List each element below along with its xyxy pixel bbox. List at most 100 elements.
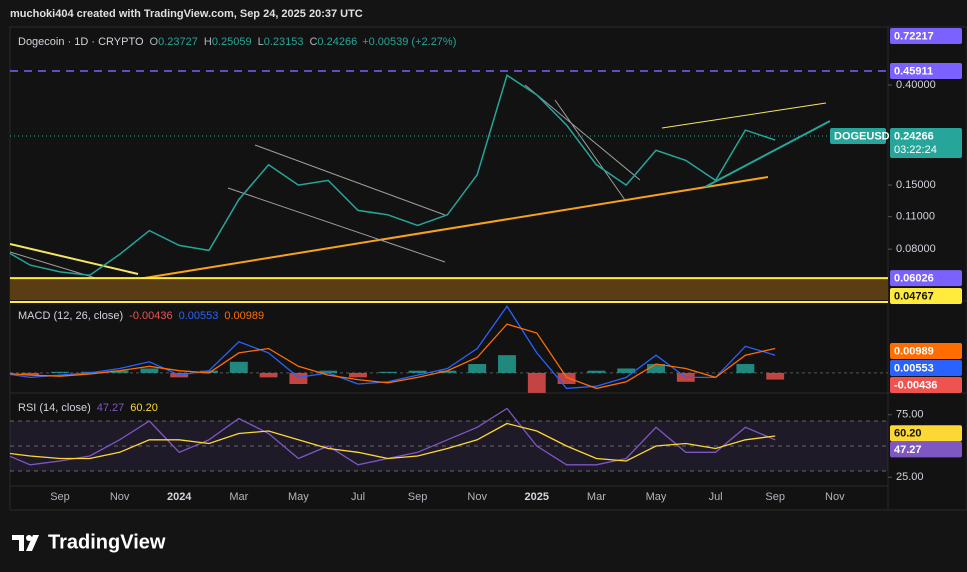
channel-line <box>524 84 641 181</box>
trend-line <box>94 176 769 287</box>
indicator-badge: 60.20 <box>894 428 922 440</box>
ohlc-value: 0.23727 <box>158 36 198 48</box>
indicator-value: -0.00436 <box>129 310 172 322</box>
histogram-bar <box>349 372 367 378</box>
histogram-bar <box>319 370 338 373</box>
chart-frame <box>9 26 967 511</box>
support-zone <box>10 278 888 300</box>
indicator-value: 47.27 <box>97 402 125 414</box>
ohlc-key: H <box>204 36 212 48</box>
price-line-series <box>10 74 776 276</box>
trend-line <box>10 243 139 275</box>
price-badge-bg <box>890 270 962 287</box>
histogram-bar <box>766 372 785 380</box>
x-tick-label: Nov <box>467 491 487 503</box>
symbol-title: Dogecoin · 1D · CRYPTO <box>18 36 144 48</box>
logo: TradingView <box>12 531 166 553</box>
ohlc-value: 0.24266 <box>317 36 357 48</box>
y-tick-label: 0.11000 <box>896 211 935 223</box>
plot-area <box>10 70 888 472</box>
symbol-badge: DOGEUSD <box>834 130 890 142</box>
x-tick-label: Nov <box>825 491 845 503</box>
x-tick-label: Mar <box>587 491 606 503</box>
y-tick-label: 25.00 <box>896 471 924 483</box>
legend: RSI (14, close) 47.27 60.20 <box>18 402 158 414</box>
x-tick-label: May <box>288 491 309 503</box>
indicator-badge: -0.00436 <box>894 379 937 391</box>
last-price-badge: 0.24266 <box>894 130 934 142</box>
histogram-bar <box>289 372 308 385</box>
ohlc-key: O <box>150 36 159 48</box>
indicator-value: 0.00553 <box>179 310 219 322</box>
symbol-badge-bg <box>830 127 886 144</box>
brand: TradingView <box>48 531 166 553</box>
y-tick-label: 0.08000 <box>896 243 936 255</box>
price-badge: 0.04767 <box>894 290 934 302</box>
y-tick-label: 75.00 <box>896 409 924 421</box>
indicator-line <box>10 305 776 390</box>
y-tick-label: 0.15000 <box>896 179 936 191</box>
last-price-badge-bg <box>890 127 962 158</box>
price-badge: 0.72217 <box>894 30 934 42</box>
trend-line <box>704 120 831 188</box>
price-badge-bg <box>890 28 962 44</box>
legend: MACD (12, 26, close) -0.00436 0.00553 0.009… <box>18 310 264 322</box>
indicator-value: 0.00989 <box>224 310 264 322</box>
ohlc-value: 0.23153 <box>264 36 304 48</box>
x-tick-label: Mar <box>229 491 248 503</box>
change: +0.00539 (+2.27%) <box>362 36 456 48</box>
indicator-line <box>10 323 776 390</box>
ohlc-value: 0.25059 <box>212 36 252 48</box>
ohlc-key: C <box>309 36 317 48</box>
attribution: muchoki404 created with TradingView.com,… <box>10 8 363 20</box>
x-tick-label: 2024 <box>167 491 192 503</box>
x-tick-label: Sep <box>408 491 428 503</box>
legend: Dogecoin · 1D · CRYPTO O0.23727 H0.25059 L0… <box>18 36 456 48</box>
histogram-bar <box>647 364 665 373</box>
x-tick-label: Sep <box>50 491 70 503</box>
histogram-bar <box>21 372 40 376</box>
price-badge: 0.06026 <box>894 272 934 284</box>
logo-mark <box>26 535 39 551</box>
histogram-bar <box>468 364 487 373</box>
indicator-line <box>10 422 776 462</box>
indicator-badge: 0.00553 <box>894 362 934 374</box>
ohlc-key: L <box>258 36 264 48</box>
x-tick-label: Sep <box>765 491 785 503</box>
histogram-bar <box>110 370 129 373</box>
histogram-bar <box>438 370 457 373</box>
histogram-bar <box>617 368 636 373</box>
histogram-bar <box>557 372 576 385</box>
histogram-bar <box>229 361 248 373</box>
indicator-value: 60.20 <box>130 402 158 414</box>
indicator-badge: 0.00989 <box>894 345 934 357</box>
x-tick-label: Jul <box>709 491 723 503</box>
histogram-bar <box>200 370 218 373</box>
histogram-bar <box>527 372 546 393</box>
histogram-bar <box>736 364 755 373</box>
channel-line <box>554 99 626 201</box>
indicator-title: MACD (12, 26, close) <box>18 310 123 322</box>
price-badge-bg <box>890 288 962 304</box>
channel-line <box>227 187 446 263</box>
histogram-bar <box>498 355 516 373</box>
indicator-badge-bg <box>890 359 962 376</box>
histogram-bar <box>51 371 69 373</box>
x-tick-label: May <box>646 491 667 503</box>
price-badge: 0.45911 <box>894 65 933 77</box>
trend-line <box>661 102 827 129</box>
price-badge-bg <box>890 62 962 79</box>
countdown: 03:22:24 <box>894 144 937 156</box>
x-tick-label: Nov <box>110 491 130 503</box>
indicator-badge: 47.27 <box>894 444 922 456</box>
logo-mark <box>26 535 32 541</box>
indicator-badge-bg <box>890 425 962 442</box>
indicator-badge-bg <box>890 376 962 393</box>
indicator-badge-bg <box>890 342 962 359</box>
indicator-badge-bg <box>890 441 962 458</box>
x-tick-label: 2025 <box>525 491 549 503</box>
histogram-bar <box>587 370 606 373</box>
channel-line <box>254 144 446 216</box>
